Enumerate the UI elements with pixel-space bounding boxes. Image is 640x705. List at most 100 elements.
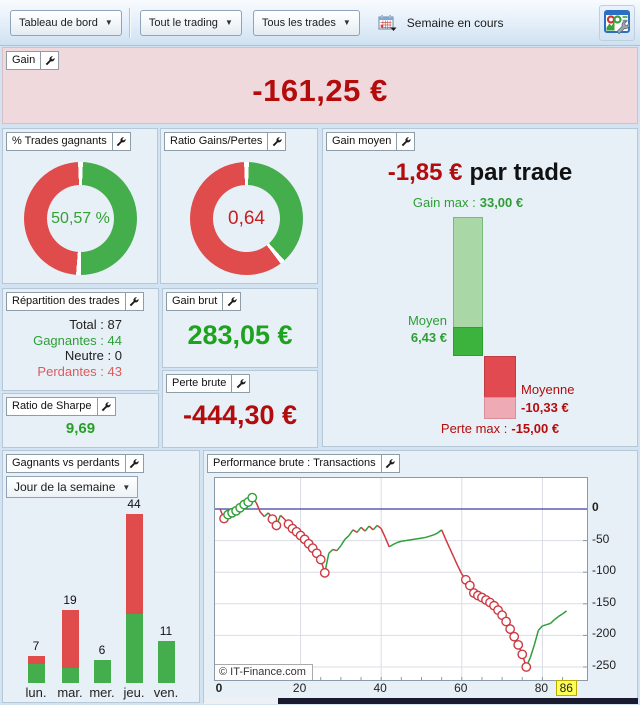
x-tick-label: 20 [292,681,307,695]
wrench-icon[interactable] [231,375,249,392]
panel-win-rate-title: % Trades gagnants [12,135,107,147]
panel-winners-vs-losers-title: Gagnants vs perdants [12,457,120,469]
panel-winners-vs-losers-tab: Gagnants vs perdants [6,454,144,473]
day-axis-label: lun. [25,685,47,700]
panel-sharpe-tab: Ratio de Sharpe [6,397,116,416]
day-bar-total-label: 11 [159,624,173,638]
day-bar-win [62,668,79,683]
day-axis-label: jeu. [123,685,145,700]
data-point [505,624,516,634]
day-bar-win [126,614,143,683]
day-of-week-filter-label: Jour de la semaine [14,480,116,494]
panel-trade-distribution: Répartition des trades Total : 87 Gagnan… [2,288,159,391]
data-point [247,492,258,503]
data-point [464,580,475,591]
wrench-icon[interactable] [40,52,58,69]
day-bar-win [94,660,111,683]
y-tick-label: 0 [592,500,599,514]
loss-beyond-average-bar [484,397,516,419]
average-loss-label: Moyenne [521,382,575,397]
gain-max-label: Gain max :33,00 € [412,195,524,210]
gain-loss-ratio-value: 0,64 [228,207,265,229]
wrench-icon[interactable] [380,455,399,472]
day-bar-loss [62,610,79,668]
loss-max-value: -15,00 € [511,421,560,436]
panel-gain-tab: Gain [6,51,60,70]
panel-gross-loss: Perte brute -444,30 € [162,370,318,448]
trading-scope-label: Tout le trading [148,16,218,29]
panel-gross-gain: Gain brut 283,05 € [162,288,318,368]
chevron-down-icon: ▼ [224,17,233,27]
day-axis-label: mer. [89,685,115,700]
y-tick-label: -100 [592,563,617,578]
wrench-icon[interactable] [111,133,130,150]
loss-max-label: Perte max : -15,00 € [440,421,560,436]
day-bar-total-label: 6 [98,643,106,657]
gross-loss-value: -444,30 € [182,400,298,430]
data-point [509,631,520,642]
day-bar-win [28,664,45,683]
x-tick-label: 40 [373,681,387,695]
wrench-icon[interactable] [222,293,240,310]
day-of-week-filter-select[interactable]: Jour de la semaine ▼ [6,476,139,498]
panel-distribution-title: Répartition des trades [12,295,120,307]
day-bar-loss [126,514,143,614]
day-bar-win [158,641,175,683]
report-settings-icon[interactable] [599,5,635,41]
data-point [521,662,532,672]
distribution-row-losers: Perdantes : 43 [37,363,122,379]
gain-max-value: 33,00 € [479,195,524,210]
data-point [315,554,326,565]
watermark: © IT-Finance.com [215,664,313,680]
wrench-icon[interactable] [124,293,143,310]
win-rate-value: 50,57 % [51,209,110,227]
day-bar-loss [28,656,45,664]
day-bar-total-label: 7 [32,639,40,653]
panel-gross-loss-title: Perte brute [172,377,227,389]
data-point [513,639,524,650]
total-gain-value: -161,25 € [252,73,388,108]
dashboard-view-select[interactable]: Tableau de bord ▼ [10,9,122,36]
data-point [501,616,512,627]
panel-performance-title: Performance brute : Transactions [213,457,376,469]
day-axis-label: ven. [153,685,179,700]
average-gain-suffix: par trade [469,159,573,186]
panel-gain-loss-ratio: Ratio Gains/Pertes 0,64 [160,128,318,284]
chevron-down-icon: ▼ [104,17,113,27]
day-bar-total-label: 44 [127,497,141,511]
equity-curve-plot: © IT-Finance.com [214,477,588,681]
panel-gain: Gain -161,25 € [2,47,638,124]
gain-range-bar [453,217,483,356]
average-win-bar [453,327,483,356]
distribution-row-total: Total : 87 [69,317,122,332]
period-label: Semaine en cours [406,15,504,30]
average-win-value: 6,43 € [410,330,447,345]
y-tick-label: -50 [592,531,610,546]
average-win-label: Moyen [407,313,447,328]
average-gain-headline: -1,85 € par trade [323,159,637,187]
y-tick-label: -200 [592,626,617,641]
trading-scope-select[interactable]: Tout le trading ▼ [139,9,242,36]
sharpe-ratio-value: 9,69 [65,420,96,437]
distribution-row-neutral: Neutre : 0 [64,348,122,363]
trades-filter-select[interactable]: Tous les trades ▼ [252,9,360,36]
wrench-icon[interactable] [96,398,115,415]
wrench-icon[interactable] [396,133,414,150]
wrench-icon[interactable] [267,133,285,150]
panel-gross-gain-title: Gain brut [172,295,218,307]
dashboard-view-label: Tableau de bord [19,16,98,29]
chevron-down-icon: ▼ [122,482,131,492]
winners-vs-losers-bar-chart: 7 lun. 19 mar. 6 mer. 44 jeu. 11 ven. [3,451,199,702]
x-tick-label: 80 [534,681,549,695]
trade-markers [219,492,532,672]
wrench-icon[interactable] [124,455,143,472]
data-point [319,567,330,578]
y-tick-label: -150 [592,594,617,609]
gridlines [215,478,587,680]
horizontal-scrollbar[interactable] [278,698,638,704]
calendar-icon[interactable] [378,14,398,32]
panel-gross-loss-tab: Perte brute [166,374,251,393]
equity-curve-svg [215,478,587,680]
panel-win-rate-tab: % Trades gagnants [6,132,131,151]
day-bar-total-label: 19 [63,593,77,607]
